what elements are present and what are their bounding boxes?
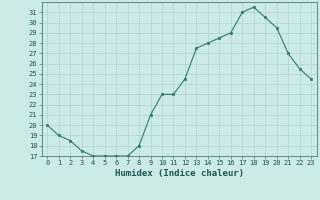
X-axis label: Humidex (Indice chaleur): Humidex (Indice chaleur) [115, 169, 244, 178]
